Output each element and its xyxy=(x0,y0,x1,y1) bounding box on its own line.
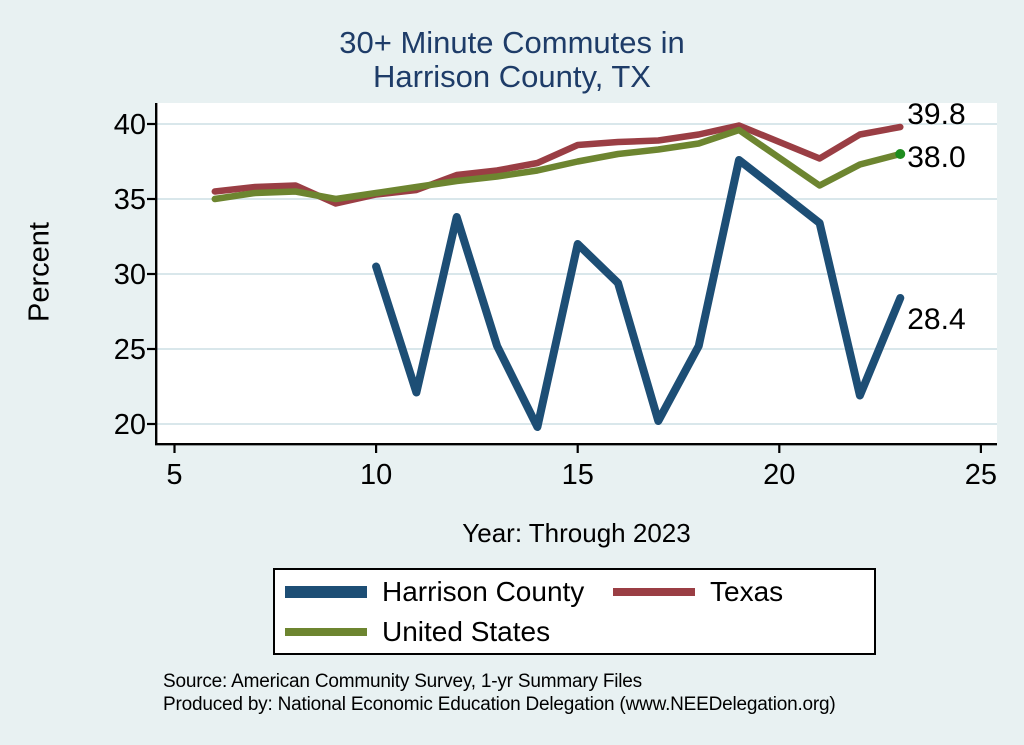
legend-label-harrison-county: Harrison County xyxy=(382,575,585,607)
series-line-united-states xyxy=(211,126,904,203)
source-note: Source: American Community Survey, 1-yr … xyxy=(163,670,836,716)
legend-swatch-texas xyxy=(613,587,695,596)
x-tick-label: 20 xyxy=(763,459,795,491)
produced-by-line: Produced by: National Economic Education… xyxy=(163,694,836,715)
chart-title-line-1: 30+ Minute Commutes in xyxy=(339,25,685,60)
end-label-harrison-county: 28.4 xyxy=(907,303,965,336)
x-tick-label: 10 xyxy=(360,459,392,491)
chart-title-line-2: Harrison County, TX xyxy=(373,59,651,94)
legend-swatch-united-states xyxy=(285,627,367,636)
x-tick-label: 5 xyxy=(166,459,182,491)
y-tick-label: 30 xyxy=(114,259,146,291)
x-tick-label: 15 xyxy=(562,459,594,491)
end-value-labels: 39.8 38.0 28.4 xyxy=(907,98,965,336)
x-tick-label: 25 xyxy=(965,459,997,491)
data-series xyxy=(211,122,906,431)
end-label-texas: 39.8 xyxy=(907,98,965,131)
legend-item-united-states: United States xyxy=(285,615,613,647)
axes xyxy=(154,103,997,446)
legend-item-texas: Texas xyxy=(613,575,874,607)
y-axis-title: Percent xyxy=(23,222,56,322)
x-axis-title: Year: Through 2023 xyxy=(462,518,691,548)
legend-label-united-states: United States xyxy=(382,615,551,647)
source-line: Source: American Community Survey, 1-yr … xyxy=(163,671,642,692)
chart-title: 30+ Minute Commutes in Harrison County, … xyxy=(0,26,1024,94)
legend-swatch-harrison-county xyxy=(285,585,367,598)
y-tick-label: 35 xyxy=(114,184,146,216)
end-label-united-states: 38.0 xyxy=(907,141,965,174)
y-tick-label: 40 xyxy=(114,109,146,141)
legend-item-harrison-county: Harrison County xyxy=(285,575,613,607)
end-marker-dot-united-states xyxy=(895,149,906,159)
y-tick-label: 20 xyxy=(114,409,146,441)
series-line-harrison-county xyxy=(372,156,905,431)
legend-label-texas: Texas xyxy=(710,575,784,607)
tick-marks-and-labels: 20 25 30 35 40 5 10 15 20 25 xyxy=(114,109,997,491)
gridlines xyxy=(157,123,997,425)
y-tick-label: 25 xyxy=(114,334,146,366)
legend: Harrison County Texas United States xyxy=(273,568,876,655)
